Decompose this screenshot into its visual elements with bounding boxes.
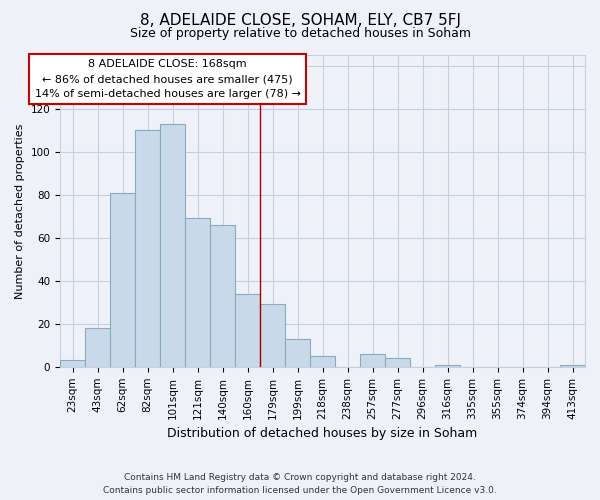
Bar [260, 304, 285, 367]
Bar [60, 360, 85, 367]
Y-axis label: Number of detached properties: Number of detached properties [15, 123, 25, 298]
Bar [385, 358, 410, 367]
Text: 8, ADELAIDE CLOSE, SOHAM, ELY, CB7 5FJ: 8, ADELAIDE CLOSE, SOHAM, ELY, CB7 5FJ [139, 12, 461, 28]
Bar [235, 294, 260, 367]
Text: Size of property relative to detached houses in Soham: Size of property relative to detached ho… [130, 28, 470, 40]
Bar [210, 225, 235, 367]
Bar [560, 364, 585, 367]
Bar [85, 328, 110, 367]
Bar [160, 124, 185, 367]
Bar [110, 192, 135, 367]
Text: Contains HM Land Registry data © Crown copyright and database right 2024.
Contai: Contains HM Land Registry data © Crown c… [103, 474, 497, 495]
Bar [360, 354, 385, 367]
Bar [135, 130, 160, 367]
Bar [285, 339, 310, 367]
Text: 8 ADELAIDE CLOSE: 168sqm
← 86% of detached houses are smaller (475)
14% of semi-: 8 ADELAIDE CLOSE: 168sqm ← 86% of detach… [35, 60, 301, 99]
Bar [310, 356, 335, 367]
Bar [185, 218, 210, 367]
X-axis label: Distribution of detached houses by size in Soham: Distribution of detached houses by size … [167, 427, 478, 440]
Bar [435, 364, 460, 367]
